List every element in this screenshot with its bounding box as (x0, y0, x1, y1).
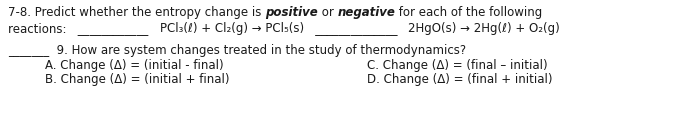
Text: 2HgO(s) → 2Hg(ℓ) + O₂(g): 2HgO(s) → 2Hg(ℓ) + O₂(g) (408, 22, 560, 35)
Text: B. Change (Δ) = (initial + final): B. Change (Δ) = (initial + final) (30, 73, 230, 86)
Text: D. Change (Δ) = (final + initial): D. Change (Δ) = (final + initial) (367, 73, 552, 86)
Text: for each of the following: for each of the following (395, 6, 543, 19)
Text: negative: negative (338, 6, 395, 19)
Text: _______  9. How are system changes treated in the study of thermodynamics?: _______ 9. How are system changes treate… (8, 44, 466, 57)
Text: C. Change (Δ) = (final – initial): C. Change (Δ) = (final – initial) (367, 59, 547, 72)
Text: reactions:   ____________: reactions: ____________ (8, 22, 160, 35)
Text: positive: positive (265, 6, 318, 19)
Text: 7-8. Predict whether the entropy change is: 7-8. Predict whether the entropy change … (8, 6, 265, 19)
Text: PCl₃(ℓ) + Cl₂(g) → PCl₅(s): PCl₃(ℓ) + Cl₂(g) → PCl₅(s) (160, 22, 304, 35)
Text: A. Change (Δ) = (initial - final): A. Change (Δ) = (initial - final) (30, 59, 224, 72)
Text: or: or (318, 6, 338, 19)
Text: ______________: ______________ (304, 22, 408, 35)
